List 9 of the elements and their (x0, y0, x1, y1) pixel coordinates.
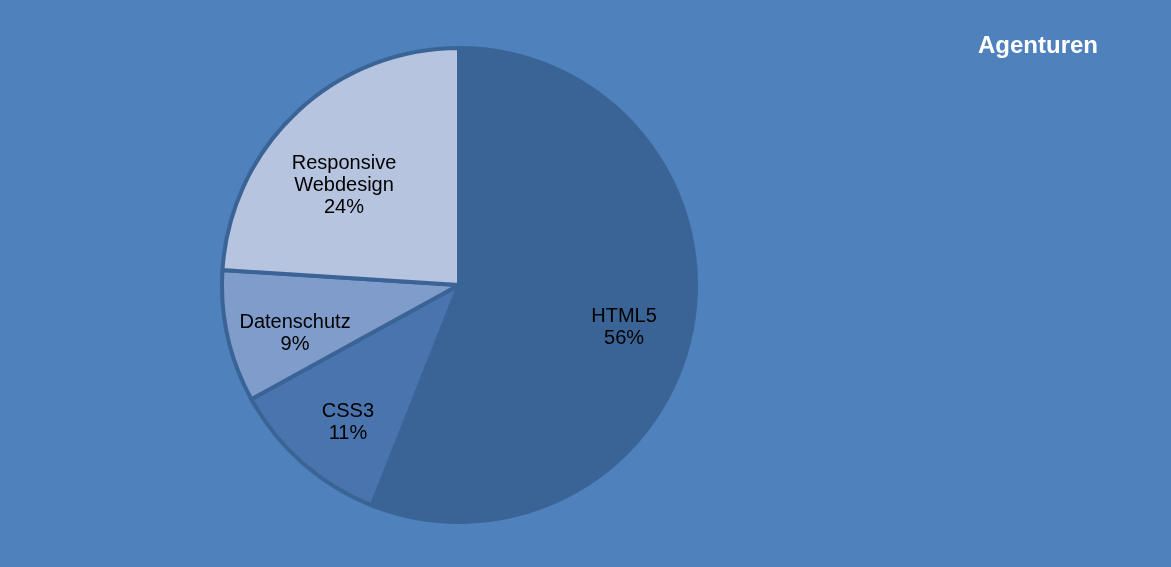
data-label: 56% (604, 326, 645, 349)
slice-label: CSS3 (321, 399, 375, 422)
text: Agenturen (978, 31, 1098, 58)
data-label: 9% (280, 331, 310, 354)
data-label: 24% (323, 194, 365, 217)
data-label: 11% (328, 421, 368, 444)
slice-label: Datenschutz (239, 309, 351, 332)
slice-label: Responsive Webdesign (291, 150, 397, 195)
slice-label: HTML5 (591, 304, 657, 327)
